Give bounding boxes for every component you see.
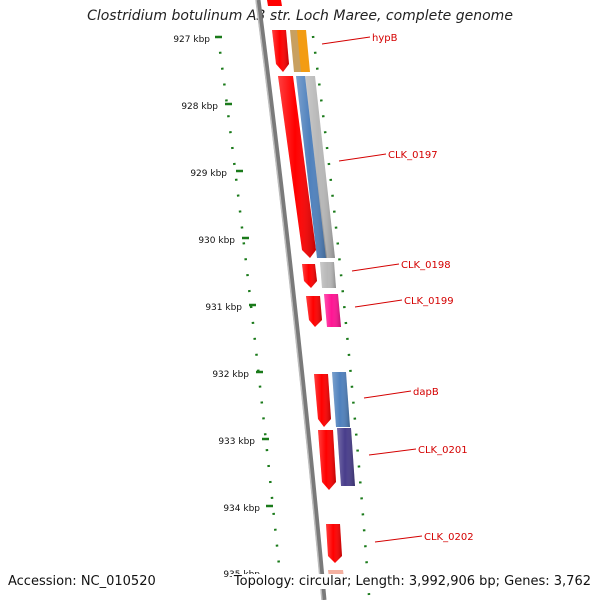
- genome-backbone: [255, 0, 327, 600]
- gene-label-CLK_0198[interactable]: CLK_0198: [401, 260, 451, 271]
- gene-label-hypB[interactable]: hypB: [372, 33, 398, 44]
- tick-label-928: 928 kbp: [181, 102, 218, 112]
- tick-label-929: 929 kbp: [190, 169, 227, 179]
- tick-label-934: 934 kbp: [223, 504, 260, 514]
- gc-content-outer-ring: [311, 35, 371, 596]
- tick-label-933: 933 kbp: [218, 437, 255, 447]
- tick-label-931: 931 kbp: [205, 303, 242, 313]
- tick-label-932: 932 kbp: [212, 370, 249, 380]
- gene-label-CLK_0202[interactable]: CLK_0202: [424, 532, 474, 543]
- gene-label-CLK_0197[interactable]: CLK_0197: [388, 150, 438, 161]
- tick-label-927: 927 kbp: [173, 35, 210, 45]
- gene-hypB-band[interactable]: [297, 30, 310, 72]
- gene-label-CLK_0201[interactable]: CLK_0201: [418, 445, 468, 456]
- genome-summary-text: Topology: circular; Length: 3,992,906 bp…: [231, 574, 591, 589]
- cog-shading: [296, 76, 355, 486]
- scale-ticks: [215, 35, 273, 508]
- gene-leader-lines: [321, 36, 423, 543]
- cds-shading: [272, 30, 342, 563]
- genome-backbone-highlight: [255, 0, 323, 600]
- gene-label-CLK_0199[interactable]: CLK_0199: [404, 296, 454, 307]
- gene-label-dapB[interactable]: dapB: [413, 387, 439, 398]
- cds-feature[interactable]: [267, 0, 282, 6]
- map-title: Clostridium botulinum A3 str. Loch Maree…: [87, 8, 513, 24]
- accession-text: Accession: NC_010520: [8, 574, 156, 589]
- tick-label-930: 930 kbp: [198, 236, 235, 246]
